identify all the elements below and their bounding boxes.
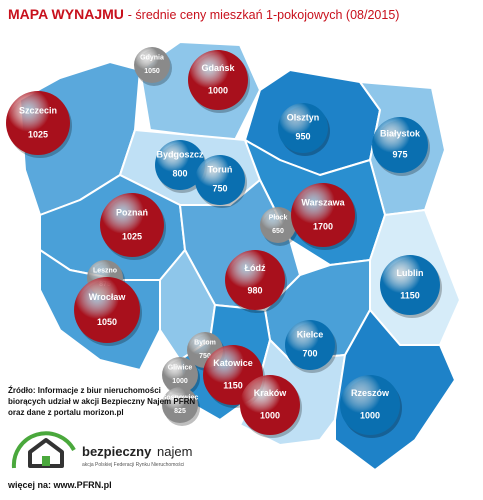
city-name: Toruń bbox=[208, 165, 233, 175]
city-marker bbox=[162, 357, 198, 393]
city: Wrocław 1050 bbox=[74, 277, 142, 346]
title-sub: - średnie ceny mieszkań 1-pokojowych (08… bbox=[127, 8, 400, 22]
city: Gdańsk 1000 bbox=[188, 50, 250, 113]
title-main: MAPA WYNAJMU bbox=[8, 6, 124, 22]
city-name: Białystok bbox=[380, 129, 421, 139]
city: Rzeszów 1000 bbox=[340, 375, 402, 438]
city-value: 1150 bbox=[223, 381, 243, 391]
city-marker bbox=[195, 155, 245, 205]
city: Warszawa 1700 bbox=[291, 183, 357, 250]
city-marker bbox=[100, 193, 164, 257]
city-name: Bytom bbox=[194, 340, 216, 347]
logo-brand: bezpieczny bbox=[82, 444, 152, 459]
city: Gdynia 1050 bbox=[134, 47, 172, 86]
city-marker bbox=[285, 320, 335, 370]
city-value: 950 bbox=[295, 131, 310, 141]
city-value: 1000 bbox=[172, 378, 188, 385]
city-value: 1000 bbox=[208, 86, 228, 96]
city: Płock 650 bbox=[260, 207, 298, 246]
footer: więcej na: www.PFRN.pl bbox=[8, 480, 112, 490]
logo-tagline: akcja Polskiej Federacji Rynku Nieruchom… bbox=[82, 462, 184, 468]
source-line: biorących udział w akcji Bezpieczny Naje… bbox=[8, 397, 196, 406]
city-name: Płock bbox=[269, 215, 288, 222]
city-value: 975 bbox=[392, 150, 407, 160]
city-value: 650 bbox=[272, 228, 284, 235]
city-name: Warszawa bbox=[301, 197, 345, 207]
city-marker bbox=[162, 387, 198, 423]
city: Szczecin 1025 bbox=[6, 91, 72, 158]
city-marker bbox=[372, 117, 428, 173]
city: Olsztyn 950 bbox=[278, 103, 330, 156]
city-value: 750 bbox=[199, 353, 211, 360]
city-value: 1050 bbox=[144, 68, 160, 75]
title: MAPA WYNAJMU - średnie ceny mieszkań 1-p… bbox=[8, 6, 399, 22]
source: Źródło: Informacje z biur nieruchomości … bbox=[8, 385, 195, 418]
logo-icon: bezpieczny najem akcja Polskiej Federacj… bbox=[11, 431, 192, 469]
city-marker bbox=[260, 207, 296, 243]
city-value: 1000 bbox=[260, 411, 280, 421]
city: Bydgoszcz 800 bbox=[155, 140, 207, 193]
city-value: 980 bbox=[247, 286, 262, 296]
city-name: Kraków bbox=[254, 388, 288, 398]
city-name: Łódź bbox=[245, 263, 266, 273]
city: Sosnowiec 825 bbox=[162, 387, 200, 426]
city-value: 1700 bbox=[313, 221, 333, 231]
logo: bezpieczny najem akcja Polskiej Federacj… bbox=[10, 430, 210, 475]
city-name: Lublin bbox=[397, 268, 424, 278]
city-value: 1025 bbox=[122, 231, 142, 241]
city-value: 700 bbox=[302, 348, 317, 358]
city: Kielce 700 bbox=[285, 320, 337, 373]
city-value: 1000 bbox=[360, 411, 380, 421]
city: Gliwice 1000 bbox=[162, 357, 200, 396]
city-marker bbox=[291, 183, 355, 247]
city: Kraków 1000 bbox=[240, 375, 302, 438]
city-value: 825 bbox=[174, 408, 186, 415]
city-marker bbox=[380, 255, 440, 315]
city-name: Bydgoszcz bbox=[156, 150, 204, 160]
city-value: 1025 bbox=[28, 129, 48, 139]
city-value: 1150 bbox=[400, 291, 420, 301]
city-name: Rzeszów bbox=[351, 388, 390, 398]
city-marker bbox=[6, 91, 70, 155]
source-line: oraz dane z portalu morizon.pl bbox=[8, 408, 124, 417]
city-name: Szczecin bbox=[19, 105, 57, 115]
logo-brand-light: najem bbox=[157, 444, 192, 459]
source-line: Źródło: Informacje z biur nieruchomości bbox=[8, 386, 161, 395]
city-marker bbox=[134, 47, 170, 83]
city-name: Sosnowiec bbox=[162, 395, 199, 402]
city-name: Katowice bbox=[213, 358, 253, 368]
city-marker bbox=[155, 140, 205, 190]
city: Poznań 1025 bbox=[100, 193, 166, 260]
city-marker bbox=[188, 50, 248, 110]
city-value: 800 bbox=[172, 168, 187, 178]
city: Łódź 980 bbox=[225, 250, 287, 313]
city-name: Wrocław bbox=[89, 292, 127, 302]
city-marker bbox=[225, 250, 285, 310]
city-marker bbox=[74, 277, 140, 343]
city-value: 750 bbox=[212, 183, 227, 193]
city-name: Gdynia bbox=[140, 55, 164, 62]
city-name: Olsztyn bbox=[287, 113, 320, 123]
city: Białystok 975 bbox=[372, 117, 430, 176]
cities: Gdynia 1050 Gdańsk 1000 Szczecin 1025 Olsztyn 9… bbox=[6, 47, 442, 438]
city-name: Kielce bbox=[297, 330, 324, 340]
city-name: Gdańsk bbox=[201, 63, 235, 73]
city-name: Poznań bbox=[116, 207, 148, 217]
city: Lublin 1150 bbox=[380, 255, 442, 318]
city-name: Gliwice bbox=[168, 365, 193, 372]
city-marker bbox=[278, 103, 328, 153]
city: Toruń 750 bbox=[195, 155, 247, 208]
city-name: Leszno bbox=[93, 268, 117, 275]
city-value: 1050 bbox=[97, 317, 117, 327]
city-marker bbox=[340, 375, 400, 435]
city-marker bbox=[240, 375, 300, 435]
